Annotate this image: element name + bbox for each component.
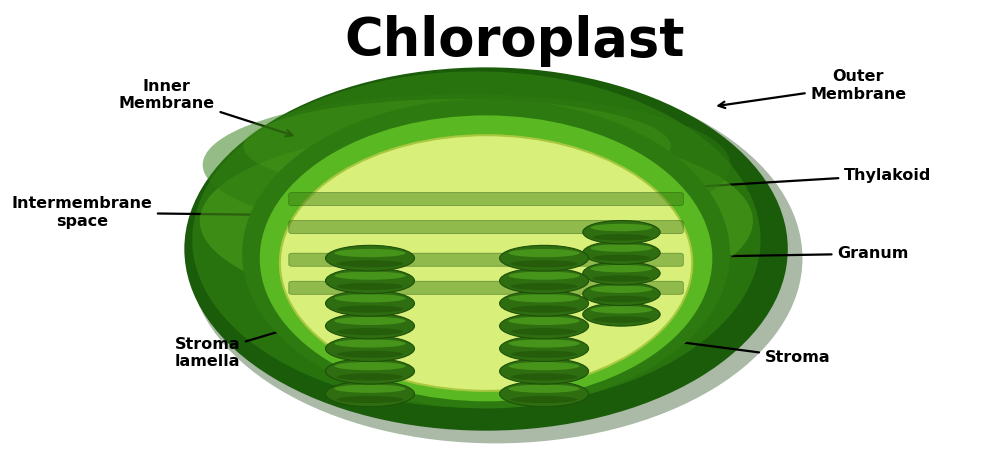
Ellipse shape (500, 336, 589, 361)
Ellipse shape (591, 224, 652, 231)
Ellipse shape (326, 245, 414, 271)
Text: Outer
Membrane: Outer Membrane (719, 69, 906, 108)
Ellipse shape (592, 255, 650, 261)
Ellipse shape (583, 220, 660, 244)
Ellipse shape (189, 73, 802, 443)
Text: Stroma: Stroma (634, 334, 830, 365)
FancyBboxPatch shape (289, 253, 683, 266)
Ellipse shape (326, 290, 414, 316)
Ellipse shape (500, 290, 589, 316)
Ellipse shape (500, 245, 589, 271)
Ellipse shape (500, 359, 589, 384)
Ellipse shape (334, 294, 406, 302)
Ellipse shape (511, 283, 577, 290)
Ellipse shape (500, 381, 589, 407)
Ellipse shape (583, 303, 660, 326)
Ellipse shape (511, 328, 577, 335)
Text: Granum: Granum (683, 246, 908, 261)
Ellipse shape (184, 67, 788, 431)
Ellipse shape (508, 317, 580, 325)
Ellipse shape (591, 285, 652, 293)
Ellipse shape (337, 396, 403, 403)
Ellipse shape (511, 260, 577, 267)
Ellipse shape (592, 234, 650, 241)
Ellipse shape (337, 373, 403, 381)
Ellipse shape (500, 313, 589, 339)
Ellipse shape (203, 94, 731, 235)
Ellipse shape (334, 384, 406, 393)
Ellipse shape (280, 135, 692, 391)
Ellipse shape (508, 272, 580, 280)
Ellipse shape (334, 362, 406, 370)
Ellipse shape (326, 268, 414, 294)
Ellipse shape (334, 272, 406, 280)
Ellipse shape (326, 381, 414, 407)
Ellipse shape (592, 275, 650, 282)
Text: Thylakoid: Thylakoid (675, 168, 931, 191)
Ellipse shape (592, 316, 650, 323)
Ellipse shape (337, 351, 403, 358)
Ellipse shape (511, 373, 577, 381)
Ellipse shape (337, 283, 403, 290)
FancyBboxPatch shape (289, 220, 683, 234)
Ellipse shape (583, 282, 660, 306)
Ellipse shape (583, 262, 660, 285)
Ellipse shape (337, 328, 403, 335)
Ellipse shape (591, 306, 652, 313)
Text: Chloroplast: Chloroplast (345, 16, 685, 67)
Text: Inner
Membrane: Inner Membrane (119, 78, 292, 136)
Ellipse shape (260, 116, 712, 401)
Ellipse shape (508, 384, 580, 393)
Text: Stroma
lamella: Stroma lamella (175, 308, 355, 369)
Ellipse shape (337, 306, 403, 313)
Ellipse shape (511, 306, 577, 313)
Ellipse shape (591, 244, 652, 252)
Ellipse shape (508, 339, 580, 348)
Ellipse shape (592, 296, 650, 302)
Ellipse shape (326, 313, 414, 339)
Ellipse shape (200, 128, 753, 313)
Ellipse shape (242, 99, 730, 408)
Text: Intermembrane
space: Intermembrane space (11, 196, 268, 229)
FancyBboxPatch shape (289, 193, 683, 205)
Ellipse shape (508, 249, 580, 257)
Ellipse shape (326, 336, 414, 361)
FancyBboxPatch shape (289, 281, 683, 294)
Ellipse shape (334, 249, 406, 257)
Ellipse shape (508, 294, 580, 302)
Ellipse shape (243, 99, 671, 193)
Ellipse shape (334, 317, 406, 325)
Ellipse shape (511, 351, 577, 358)
Ellipse shape (337, 260, 403, 267)
Ellipse shape (591, 265, 652, 273)
Ellipse shape (500, 268, 589, 294)
Ellipse shape (583, 241, 660, 265)
Ellipse shape (334, 339, 406, 348)
Ellipse shape (508, 362, 580, 370)
Ellipse shape (511, 396, 577, 403)
Ellipse shape (192, 71, 761, 408)
Ellipse shape (326, 359, 414, 384)
